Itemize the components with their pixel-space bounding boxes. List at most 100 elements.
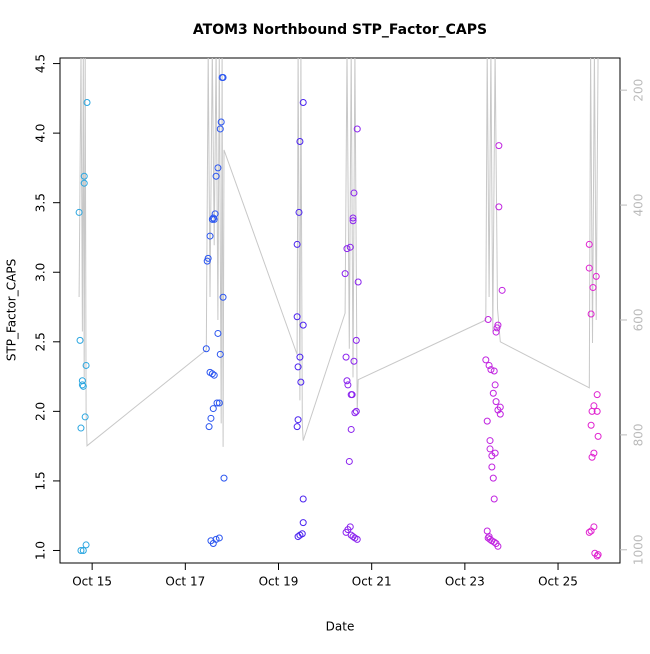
point <box>354 278 362 286</box>
point <box>495 142 503 150</box>
point <box>297 378 305 386</box>
point <box>590 523 598 531</box>
point <box>590 402 598 410</box>
y-tick-label: 2.0 <box>34 402 48 421</box>
point <box>593 407 601 415</box>
y-tick-label: 4.0 <box>34 124 48 143</box>
point <box>585 528 593 536</box>
point <box>83 99 91 107</box>
point <box>494 321 502 329</box>
point <box>212 172 220 180</box>
y2-tick-label: 800 <box>632 423 646 446</box>
point <box>204 254 212 262</box>
x-tick-label: Oct 17 <box>165 575 205 589</box>
x-axis-label: Date <box>326 620 355 634</box>
y-tick-label: 4.5 <box>34 54 48 73</box>
point <box>213 399 221 407</box>
point <box>484 316 492 324</box>
point <box>344 381 352 389</box>
chart-title: ATOM3 Northbound STP_Factor_CAPS <box>193 22 487 38</box>
point <box>350 357 358 365</box>
point <box>82 361 90 369</box>
point <box>485 533 493 541</box>
point <box>341 270 349 278</box>
point <box>491 381 499 389</box>
point <box>215 534 223 542</box>
point <box>219 293 227 301</box>
point <box>490 538 498 546</box>
line <box>78 58 599 447</box>
point <box>212 535 220 543</box>
point <box>298 530 306 538</box>
point <box>486 445 494 453</box>
point <box>294 416 302 424</box>
point <box>82 541 90 549</box>
point <box>343 245 351 253</box>
point <box>587 421 595 429</box>
point <box>490 367 498 375</box>
point <box>81 413 89 421</box>
x-tick-label: Oct 19 <box>259 575 299 589</box>
point <box>346 243 354 251</box>
point <box>352 407 360 415</box>
point <box>79 546 87 554</box>
plot-frame <box>59 57 621 564</box>
point <box>588 453 596 461</box>
y-axis-label: STP_Factor_CAPS <box>5 259 19 361</box>
point <box>77 546 85 554</box>
y2-tick-label: 1000 <box>632 535 646 566</box>
point <box>220 474 228 482</box>
point <box>487 366 495 374</box>
point <box>210 371 218 379</box>
point <box>75 208 83 216</box>
point <box>593 391 601 399</box>
point <box>345 457 353 465</box>
point <box>216 350 224 358</box>
point <box>351 409 359 417</box>
point <box>348 391 356 399</box>
point <box>482 356 490 364</box>
x-tick-label: Oct 25 <box>538 575 578 589</box>
plot-area <box>75 58 602 560</box>
point <box>208 215 216 223</box>
y2-tick-label: 200 <box>632 79 646 102</box>
point <box>489 474 497 482</box>
point <box>349 217 357 225</box>
point <box>585 240 593 248</box>
point <box>489 389 497 397</box>
x-tick-label: Oct 15 <box>72 575 112 589</box>
point <box>78 381 86 389</box>
point <box>490 495 498 503</box>
point <box>77 424 85 432</box>
point <box>293 240 301 248</box>
point <box>496 403 504 411</box>
point <box>209 214 217 222</box>
point <box>494 542 502 550</box>
point <box>207 414 215 422</box>
point <box>219 73 227 81</box>
point <box>590 449 598 457</box>
x-tick-label: Oct 21 <box>352 575 392 589</box>
point <box>353 125 361 133</box>
point <box>589 284 597 292</box>
point <box>343 377 351 385</box>
y-tick-label: 3.0 <box>34 263 48 282</box>
point <box>587 310 595 318</box>
point <box>585 264 593 272</box>
point <box>495 203 503 211</box>
point <box>486 437 494 445</box>
x-tick-label: Oct 23 <box>445 575 485 589</box>
point <box>295 208 303 216</box>
point <box>216 125 224 133</box>
point <box>299 99 307 107</box>
point <box>299 519 307 527</box>
point <box>594 551 602 559</box>
point <box>202 345 210 353</box>
point <box>205 423 213 431</box>
point <box>592 272 600 280</box>
point <box>342 353 350 361</box>
point <box>594 432 602 440</box>
point <box>347 425 355 433</box>
